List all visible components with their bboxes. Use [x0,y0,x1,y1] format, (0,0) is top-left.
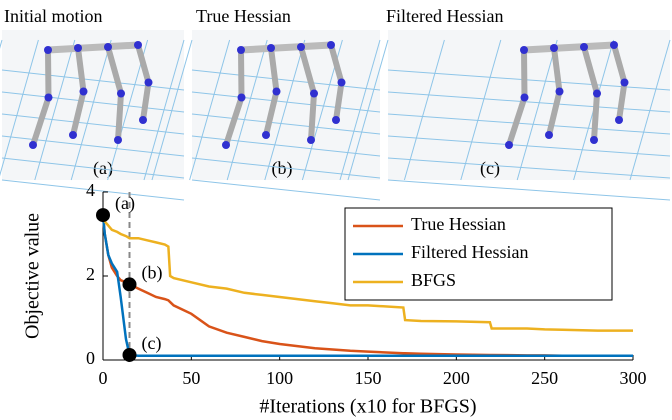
floor-grid [1,179,185,201]
floor-grid [226,39,268,181]
robot-joint [310,89,318,98]
y-axis-label: Objective value [22,213,44,339]
robot-joint [262,131,270,139]
robot-joint [520,93,529,102]
robot-joint [307,136,315,144]
panel-label: (b) [272,158,293,179]
floor-grid [191,179,381,201]
panel-label: (c) [480,158,500,179]
robot-joint [117,89,125,98]
robot-joint [545,131,553,139]
robot-joint [139,116,147,124]
x-tick-label: 50 [182,368,200,388]
robot-joint [114,136,122,144]
robot-joint [222,141,230,149]
floor-grid [191,69,381,91]
panel-title: Initial motion [4,6,103,26]
floor-grid [34,39,76,181]
robot-joint [580,43,588,51]
floor-grid [151,39,193,181]
robot-joint [267,44,275,52]
floor-grid [387,135,671,157]
robot-joint [327,41,335,49]
floor-grid [347,39,389,181]
x-tick-label: 0 [99,368,108,388]
floor-grid [143,39,185,181]
marker-point [96,208,110,223]
floor-grid [0,39,39,177]
panel-title: Filtered Hessian [386,6,503,26]
floor-grid [387,113,671,135]
x-tick-label: 250 [531,368,558,388]
robot-joint [615,116,623,124]
x-tick-label: 100 [266,368,293,388]
floor-grid [516,39,558,181]
robot-joint [555,87,564,96]
series-line [101,214,633,358]
robot-joint [520,46,528,54]
robot-body [237,41,335,54]
floor-grid [387,179,671,201]
floor-grid [339,39,381,181]
robot-joint [620,78,629,87]
legend-label: True Hessian [411,214,506,234]
robot-joint [237,46,245,54]
panel-title: True Hessian [196,6,291,26]
robot-joint [610,41,618,49]
floor-grid [264,39,306,181]
robot-joint [134,41,142,49]
robot-joint [237,93,246,102]
x-tick-label: 300 [620,368,647,388]
robot-joint [29,141,37,149]
floor-grid [191,91,381,113]
robot-body [520,41,618,54]
robot-joint [44,46,52,54]
series-line [101,214,633,332]
floor-grid [191,135,381,157]
floor-grid [191,157,381,179]
x-axis-label: #Iterations (x10 for BFGS) [259,396,476,418]
marker-label: (b) [142,263,163,284]
robot-joint [74,44,82,52]
legend-label: Filtered Hessian [411,242,528,262]
robot-joint [337,78,346,87]
robot-joint [332,116,340,124]
robot-joint [590,136,598,144]
robot-joint [79,87,88,96]
marker-label: (a) [115,193,135,214]
marker-label: (c) [142,333,162,354]
floor-grid [403,39,445,181]
robot-joint [69,131,77,139]
robot-body [44,41,142,54]
floor-grid [189,39,231,181]
floor-grid [387,157,671,179]
robot-joint [505,141,513,149]
floor-grid [70,39,112,181]
robot-joint [44,93,53,102]
floor-grid [191,113,381,135]
floor-grid [629,39,671,181]
robot-joint [272,87,281,96]
robot-joint [550,44,558,52]
robot-joint [593,89,601,98]
x-tick-label: 150 [355,368,382,388]
y-tick-label: 0 [86,348,95,368]
robot-joint [104,43,112,51]
floor-grid [460,39,502,181]
floor-grid [1,113,185,135]
x-tick-label: 200 [443,368,470,388]
marker-point [122,347,137,362]
legend-label: BFGS [411,270,456,290]
robot-joint [297,43,305,51]
y-tick-label: 4 [86,180,95,200]
robot-joint [144,78,153,87]
marker-point [122,277,137,292]
y-tick-label: 2 [86,264,95,284]
floor-grid [1,69,185,91]
